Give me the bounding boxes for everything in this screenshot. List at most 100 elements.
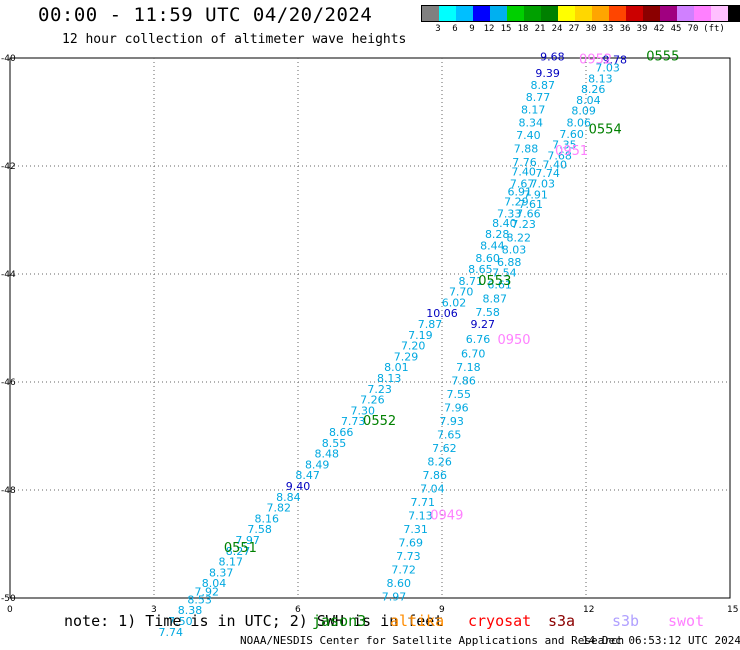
data-point-label: 8.55 (322, 437, 347, 450)
data-point-label: 7.91 (523, 188, 548, 201)
legend-swatch-8 (558, 6, 575, 21)
legend-label: 30 (585, 24, 597, 34)
x-tick-label: 0 (7, 605, 13, 615)
data-point-label: 7.73 (341, 415, 366, 428)
data-point-label: 8.16 (255, 512, 280, 525)
legend-swatch-4 (490, 6, 507, 21)
data-point-label: 8.60 (475, 252, 500, 265)
data-point-label: 8.71 (459, 275, 484, 288)
data-point-label: 8.40 (492, 217, 517, 230)
data-point-label: 8.06 (567, 117, 592, 130)
x-tick-label: 15 (727, 605, 738, 615)
data-point-label: 6.61 (487, 279, 512, 292)
mission-legend: jason3 altika cryosat s3a s3b swot (0, 612, 740, 632)
legend-swatch-18 (728, 6, 740, 21)
data-point-label: 8.34 (519, 117, 544, 130)
legend-swatch-17 (711, 6, 728, 21)
legend-label: 18 (517, 24, 529, 34)
legend-label: 39 (636, 24, 648, 34)
data-point-label: 9.78 (603, 53, 628, 66)
data-point-label: 7.60 (559, 128, 584, 141)
data-point-label: 7.69 (399, 537, 424, 550)
legend-label: 33 (602, 24, 614, 34)
color-scale-legend: 3 6 9 12 15 18 21 24 27 30 33 36 39 42 45 70 (ft) (421, 5, 740, 34)
data-point-label: 7.74 (535, 167, 560, 180)
data-point-label: 7.50 (168, 615, 193, 628)
legend-label: 70 (687, 24, 699, 34)
data-point-label: 8.03 (502, 243, 527, 256)
data-point-label: 7.58 (475, 306, 500, 319)
x-tick-label: 3 (151, 605, 157, 615)
x-tick-label: 12 (583, 605, 594, 615)
data-point-label: 6.91 (508, 186, 533, 199)
legend-label: 21 (534, 24, 546, 34)
mission-label-jason3: jason3 (312, 612, 367, 630)
data-point-label: 8.13 (377, 372, 402, 385)
data-point-label: 8.13 (588, 72, 613, 85)
data-point-label: 8.38 (178, 604, 203, 617)
legend-label: 27 (568, 24, 580, 34)
data-point-label: 7.23 (511, 218, 536, 231)
data-point-label: 8.17 (219, 556, 244, 569)
data-point-label: 7.03 (595, 62, 620, 75)
legend-label: 12 (483, 24, 495, 34)
data-point-label: 7.13 (408, 510, 433, 523)
legend-swatch-13 (643, 6, 660, 21)
page-title: 00:00 - 11:59 UTC 04/20/2024 (38, 4, 373, 26)
legend-swatch-0 (422, 6, 439, 21)
mission-label-s3b: s3b (612, 612, 640, 630)
data-point-label: 8.26 (427, 456, 452, 469)
data-point-label: 7.87 (418, 318, 443, 331)
data-point-label: 9.27 (471, 318, 496, 331)
data-point-label: 8.49 (305, 458, 330, 471)
data-point-label: 7.73 (396, 550, 421, 563)
mission-label-altika: altika (390, 612, 445, 630)
data-point-label: 8.27 (226, 545, 251, 558)
data-point-label: 8.65 (468, 263, 493, 276)
legend-swatch-3 (473, 6, 490, 21)
y-tick-label: -40 (1, 54, 16, 64)
plot-frame (9, 57, 731, 599)
data-point-label: 8.87 (483, 293, 508, 306)
data-point-label: 7.40 (516, 129, 541, 142)
legend-swatch-5 (507, 6, 524, 21)
legend-label: 42 (653, 24, 665, 34)
data-point-label: 9.68 (540, 51, 565, 64)
data-point-label: 7.96 (444, 402, 469, 415)
data-point-label: 7.30 (351, 404, 376, 417)
data-point-label: 7.26 (360, 394, 385, 407)
data-point-label: 8.04 (576, 94, 601, 107)
data-point-label: 8.09 (571, 105, 596, 118)
mission-label-s3a: s3a (548, 612, 576, 630)
data-point-label: 7.76 (512, 156, 537, 169)
data-point-label: 9.39 (535, 67, 560, 80)
legend-swatch-15 (677, 6, 694, 21)
y-tick-label: -48 (1, 486, 16, 496)
y-tick-label: -50 (1, 594, 16, 604)
data-point-label: 7.65 (437, 429, 462, 442)
data-point-label: 7.93 (439, 415, 464, 428)
data-point-label: 7.67 (510, 178, 535, 191)
data-point-label: 8.77 (526, 91, 551, 104)
data-point-label: 7.97 (235, 534, 260, 547)
data-point-label: 7.23 (367, 383, 392, 396)
track-label: 0555 (646, 50, 679, 65)
data-point-label: 7.62 (432, 442, 457, 455)
data-point-label: 7.18 (456, 361, 481, 374)
data-point-label: 7.88 (514, 143, 539, 156)
data-point-label: 7.86 (423, 469, 448, 482)
data-point-label: 7.19 (408, 329, 433, 342)
legend-label: 36 (619, 24, 631, 34)
note-text: note: 1) Time is in UTC; 2) SWH is in fe… (64, 612, 444, 630)
track-label: 0952 (579, 52, 612, 67)
legend-label: 45 (670, 24, 682, 34)
legend-swatch-16 (694, 6, 711, 21)
color-scale-swatches (421, 5, 740, 22)
mission-label-swot: swot (668, 612, 705, 630)
legend-swatch-7 (541, 6, 558, 21)
legend-swatch-11 (609, 6, 626, 21)
legend-label: 9 (469, 24, 475, 34)
data-point-label: 7.68 (547, 150, 572, 163)
data-point-label: 7.70 (449, 286, 474, 299)
